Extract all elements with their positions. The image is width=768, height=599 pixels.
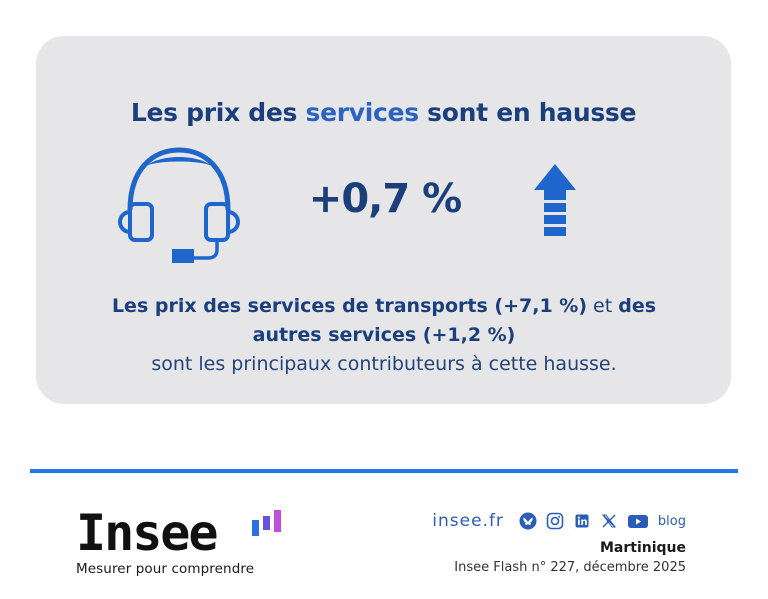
linkedin-icon[interactable] (573, 512, 591, 530)
title-part: Les prix des (130, 98, 306, 127)
summary-other-services: des autres services (+1,2 %) (252, 295, 657, 346)
insee-logo[interactable]: Insee Mesurer pour comprendre (76, 504, 281, 577)
title-part: sont en hausse (418, 98, 637, 127)
logo-bars-icon (252, 510, 281, 536)
bluesky-icon[interactable] (519, 512, 537, 530)
headset-icon (118, 147, 240, 263)
social-links: insee.fr blog (432, 510, 686, 532)
price-change-value: +0,7 % (308, 176, 462, 222)
youtube-icon[interactable] (627, 512, 649, 530)
region-label: Martinique (599, 540, 686, 556)
arrow-up-icon (534, 164, 576, 236)
logo-tagline: Mesurer pour comprendre (76, 561, 255, 577)
site-link[interactable]: insee.fr (432, 511, 504, 531)
footer-info: insee.fr blog Martinique Insee Flash n° … (432, 510, 686, 575)
blog-link[interactable]: blog (657, 513, 686, 529)
instagram-icon[interactable] (546, 512, 564, 530)
summary-connector: et (587, 295, 619, 317)
footer-divider (30, 469, 738, 473)
publication-reference: Insee Flash n° 227, décembre 2025 (454, 560, 686, 575)
summary-text: Les prix des services de transports (+7,… (90, 292, 678, 379)
card-title: Les prix des services sont en hausse (36, 98, 731, 127)
x-icon[interactable] (600, 512, 618, 530)
summary-conclusion: sont les principaux contributeurs à cett… (151, 353, 617, 375)
logo-wordmark: Insee (76, 504, 219, 562)
summary-transport: Les prix des services de transports (+7,… (111, 295, 588, 317)
title-accent: services (305, 98, 419, 127)
